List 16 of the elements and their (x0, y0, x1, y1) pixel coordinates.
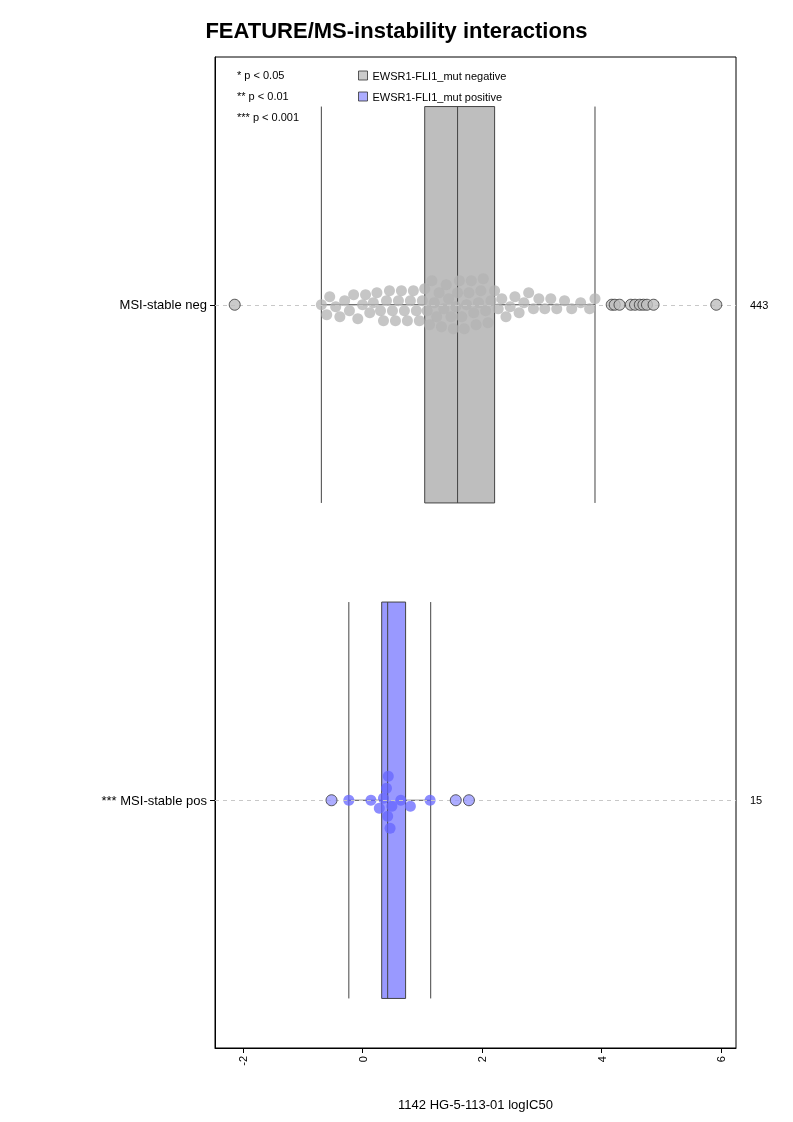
x-tick-label: -2 (237, 1056, 250, 1066)
annotation: *** p < 0.001 (237, 110, 300, 123)
x-tick-label: 2 (476, 1056, 489, 1063)
text: 443 (750, 298, 769, 311)
x-tick-label: 0 (356, 1056, 369, 1063)
x-tick-label: 6 (715, 1056, 728, 1063)
annotation: ** p < 0.01 (237, 89, 289, 102)
legend-label: EWSR1-FLI1_mut negative (372, 69, 507, 82)
y-tick-label: *** MSI-stable pos (101, 792, 208, 808)
text: 15 (750, 794, 763, 807)
legend-label: EWSR1-FLI1_mut positive (372, 90, 503, 103)
y-tick-label: MSI-stable neg (119, 297, 207, 313)
x-tick-label: 4 (595, 1056, 608, 1063)
annotation: * p < 0.05 (237, 68, 285, 81)
chart-title: FEATURE/MS-instability interactions (205, 17, 588, 43)
x-axis-title: 1142 HG-5-113-01 logIC50 (398, 1097, 553, 1112)
